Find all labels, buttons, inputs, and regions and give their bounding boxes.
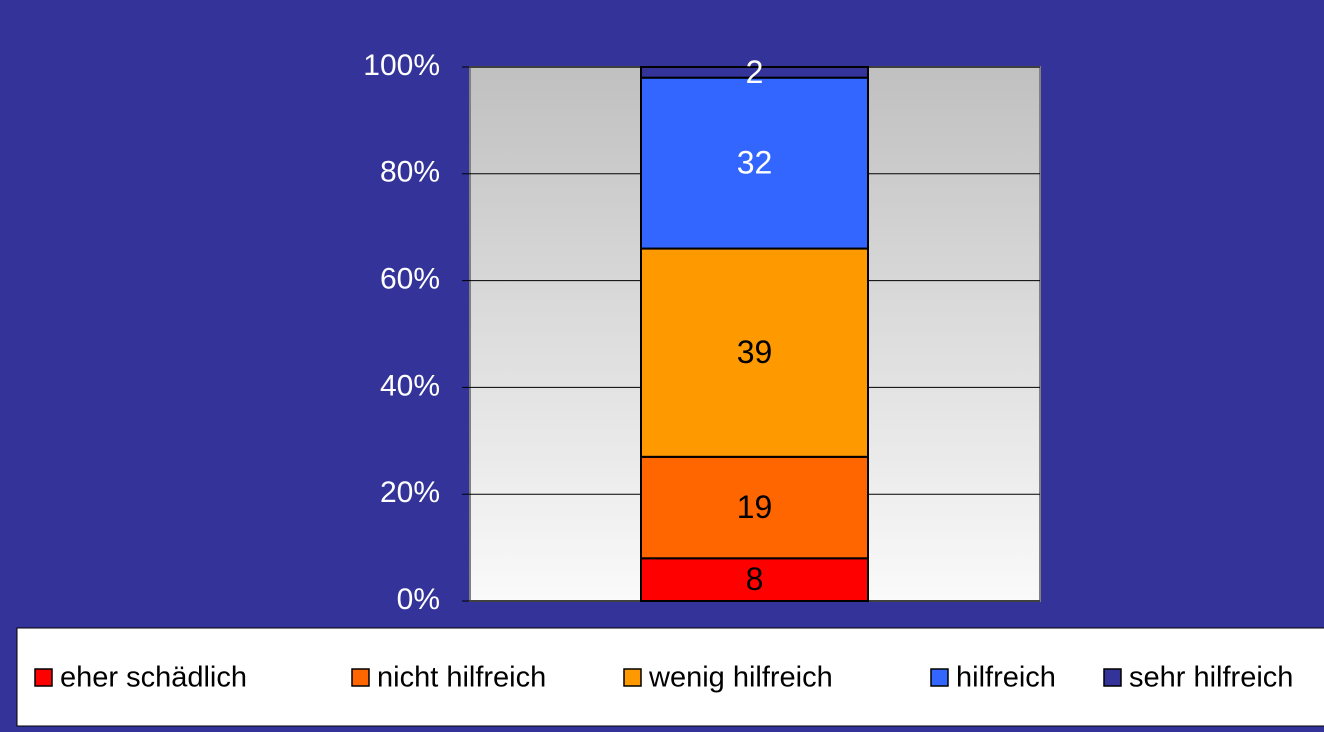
legend-swatch [1103,668,1122,687]
legend-label: hilfreich [956,662,1056,694]
bar-segment [640,247,869,458]
legend-label: nicht hilfreich [377,662,546,694]
legend-label: wenig hilfreich [648,662,833,694]
legend-label: sehr hilfreich [1129,662,1293,694]
legend-swatch [351,668,370,687]
legend-swatch [930,668,949,687]
data-label: 19 [737,489,773,525]
data-label: 2 [746,54,764,90]
legend-swatch [34,668,53,687]
bar-segment [640,66,869,79]
bar-segment [640,76,869,250]
y-tick-label: 60% [380,263,440,296]
data-label: 39 [737,334,773,370]
legend-swatch [623,668,642,687]
legend-label: eher schädlich [60,662,247,694]
y-tick-label: 20% [380,476,440,509]
bar-segment [640,557,869,603]
y-tick-label: 100% [363,49,440,82]
y-tick-label: 0% [397,583,440,616]
data-label: 8 [746,561,764,597]
y-tick-label: 80% [380,156,440,189]
y-tick-label: 40% [380,369,440,402]
bar-segment [640,455,869,560]
data-label: 32 [737,145,773,181]
